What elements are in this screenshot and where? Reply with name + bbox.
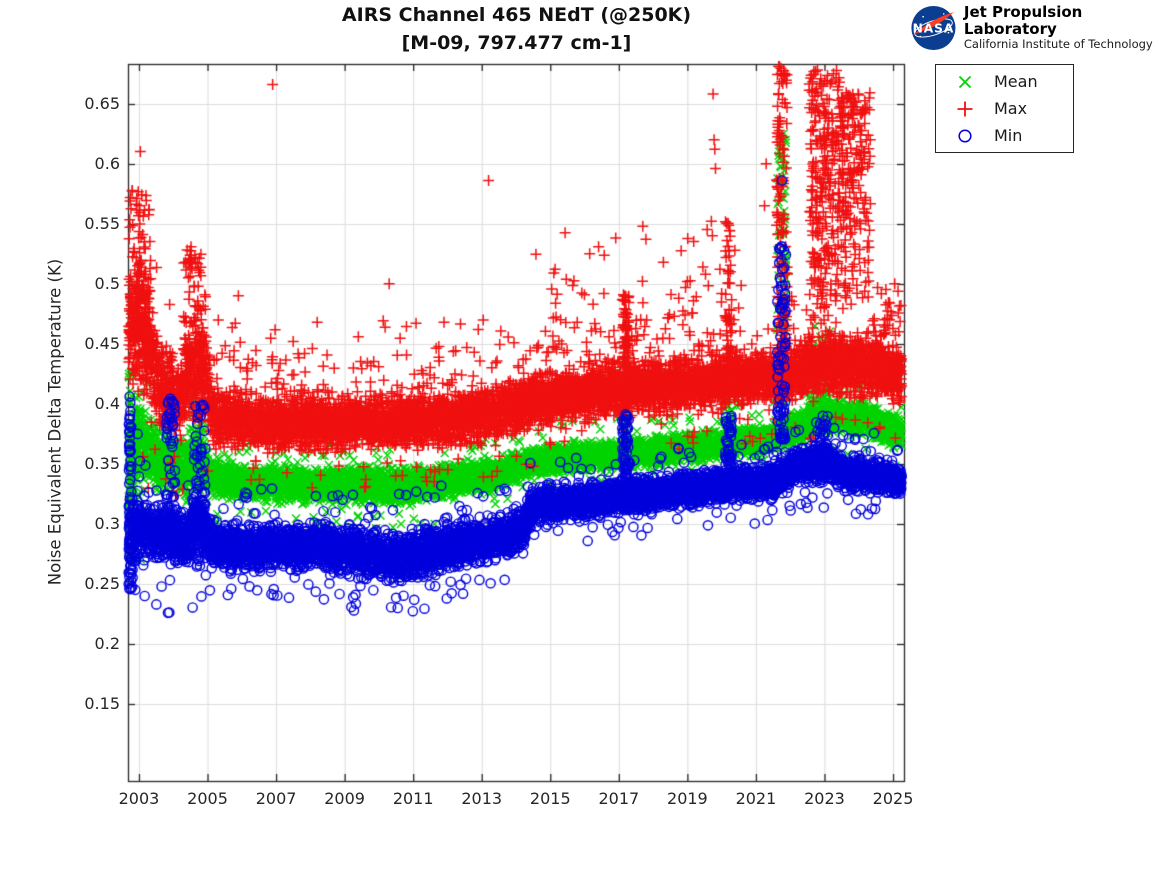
- x-tick-label: 2017: [598, 789, 640, 808]
- x-tick-label: 2021: [735, 789, 777, 808]
- caltech-name: California Institute of Technology: [963, 37, 1153, 52]
- y-tick-label: 0.6: [94, 153, 120, 173]
- max-marker-icon: [936, 98, 994, 120]
- x-tick-label: 2025: [872, 789, 914, 808]
- y-axis-label: Noise Equivalent Delta Temperature (K): [45, 258, 65, 586]
- x-tick-label: 2003: [118, 789, 160, 808]
- y-tick-label: 0.15: [84, 694, 120, 714]
- mean-marker-icon: [936, 71, 994, 93]
- chart-title: AIRS Channel 465 NEdT (@250K): [341, 4, 692, 26]
- x-tick-label: 2009: [324, 789, 365, 808]
- x-tick-label: 2005: [187, 789, 228, 808]
- legend-label: Max: [994, 99, 1028, 118]
- legend-item-min: Min: [936, 123, 1073, 149]
- x-tick-label: 2013: [461, 789, 503, 808]
- nasa-insignia-icon: NASA: [911, 5, 956, 51]
- x-tick-label: 2015: [529, 789, 571, 808]
- x-tick-label: 2023: [804, 789, 845, 808]
- y-tick-label: 0.4: [94, 393, 120, 413]
- jpl-name: Jet Propulsion Laboratory: [963, 2, 1083, 39]
- legend-item-max: Max: [936, 96, 1073, 122]
- legend-label: Mean: [994, 72, 1038, 91]
- chart-subtitle: [M-09, 797.477 cm-1]: [401, 32, 632, 54]
- legend: Mean Max Min: [935, 64, 1074, 153]
- jpl-logo: NASA Jet Propulsion Laboratory Californi…: [910, 3, 1167, 53]
- y-tick-label: 0.3: [94, 513, 120, 533]
- x-tick-label: 2007: [255, 789, 297, 808]
- svg-text:NASA: NASA: [913, 22, 955, 36]
- y-tick-label: 0.65: [84, 93, 120, 113]
- y-tick-label: 0.5: [94, 273, 120, 293]
- y-tick-label: 0.45: [84, 333, 120, 353]
- min-marker-icon: [936, 125, 994, 147]
- x-tick-label: 2019: [667, 789, 708, 808]
- legend-item-mean: Mean: [936, 69, 1073, 95]
- legend-label: Min: [994, 126, 1023, 145]
- y-tick-label: 0.2: [94, 634, 120, 654]
- y-tick-label: 0.55: [84, 213, 120, 233]
- x-tick-label: 2011: [392, 789, 434, 808]
- y-tick-label: 0.25: [84, 574, 120, 594]
- y-tick-label: 0.35: [84, 453, 120, 473]
